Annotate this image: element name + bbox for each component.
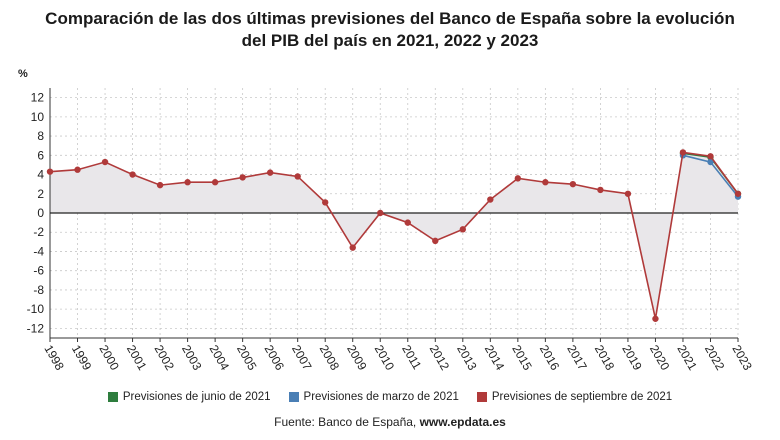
data-point [569, 180, 577, 188]
legend-item-junio[interactable]: Previsiones de junio de 2021 [107, 391, 271, 403]
data-point [679, 149, 687, 156]
y-tick-label: -2 [33, 225, 44, 239]
y-tick-label: -4 [33, 244, 44, 258]
x-tick-label: 2016 [537, 343, 563, 373]
area-layer [50, 152, 738, 319]
x-tick-label: 2011 [399, 343, 424, 373]
data-point [46, 168, 54, 175]
data-point [624, 190, 632, 197]
data-point [349, 244, 356, 251]
data-point [514, 175, 522, 182]
x-tick-label: 2021 [674, 343, 700, 373]
x-tick-label: 2008 [317, 343, 343, 373]
data-point [707, 153, 714, 160]
x-tick-label: 2007 [289, 343, 315, 373]
data-point [377, 209, 384, 217]
legend-label-junio: Previsiones de junio de 2021 [122, 391, 271, 403]
data-point [322, 199, 329, 206]
data-point [156, 181, 164, 189]
y-tick-label: -12 [27, 321, 45, 335]
data-point [294, 173, 301, 180]
legend: Previsiones de junio de 2021 Previsiones… [0, 391, 780, 403]
legend-item-marzo[interactable]: Previsiones de marzo de 2021 [288, 391, 459, 403]
data-point [734, 190, 742, 197]
axis-layer [49, 88, 739, 342]
source-site: www.epdata.es [419, 415, 506, 429]
data-point [542, 179, 549, 186]
data-point [459, 226, 466, 233]
x-tick-label: 2006 [262, 343, 288, 373]
x-tick-label: 2014 [482, 343, 508, 373]
data-point [184, 179, 191, 186]
data-point [74, 166, 81, 173]
legend-label-septiembre: Previsiones de septiembre de 2021 [491, 391, 673, 403]
y-tick-label: -6 [33, 264, 44, 278]
x-tick-label: 2003 [179, 343, 205, 373]
y-tick-label: 12 [31, 91, 45, 105]
chart-title-line1: Comparación de las dos últimas prevision… [45, 9, 735, 28]
x-tick-label: 2009 [344, 343, 370, 373]
area-fill [50, 152, 738, 319]
data-point [487, 196, 494, 203]
data-point [597, 186, 604, 194]
legend-item-septiembre[interactable]: Previsiones de septiembre de 2021 [476, 391, 673, 403]
x-tick-label: 2017 [564, 343, 590, 373]
x-tick-label: 1999 [69, 343, 95, 373]
x-tick-label: 2005 [234, 343, 260, 373]
data-point [129, 171, 136, 178]
legend-swatch-marzo [288, 392, 299, 402]
y-tick-label: -8 [33, 283, 44, 297]
series-layer [46, 149, 742, 322]
x-tick-label: 1998 [41, 343, 67, 373]
legend-swatch-junio [107, 392, 118, 402]
y-tick-label: -10 [27, 302, 45, 316]
x-tick-label: 2013 [454, 343, 480, 373]
x-tick-label: 2001 [124, 343, 150, 373]
chart-title-line2: del PIB del país en 2021, 2022 y 2023 [241, 31, 539, 50]
y-tick-label: 8 [37, 129, 44, 143]
x-tick-label: 2012 [427, 343, 453, 373]
x-tick-label: 2004 [207, 343, 233, 373]
source-note: Fuente: Banco de España, www.epdata.es [0, 415, 780, 429]
x-tick-label: 2023 [729, 343, 755, 373]
y-unit-label: % [18, 68, 28, 80]
x-tick-label: 2002 [151, 343, 177, 373]
data-point [211, 179, 219, 186]
source-prefix: Fuente: Banco de España, [274, 415, 420, 429]
y-tick-label: 6 [37, 148, 44, 162]
data-point [404, 219, 411, 226]
x-tick-label: 2020 [647, 343, 673, 373]
x-tick-label: 2018 [592, 343, 618, 373]
data-point [432, 237, 439, 245]
data-point [239, 174, 246, 181]
x-tick-label: 2010 [372, 343, 398, 373]
y-tick-label: 10 [31, 110, 45, 124]
x-tick-label: 2015 [509, 343, 535, 373]
series-line [49, 151, 739, 319]
data-point [707, 158, 714, 166]
data-point [652, 315, 659, 322]
legend-swatch-septiembre [476, 392, 487, 402]
chart-title: Comparación de las dos últimas prevision… [0, 8, 780, 52]
x-tick-label: 2022 [702, 343, 728, 373]
data-point [101, 158, 109, 166]
y-tick-label: 0 [37, 206, 44, 220]
data-point [266, 169, 274, 176]
legend-label-marzo: Previsiones de marzo de 2021 [303, 391, 459, 403]
x-tick-label: 2019 [619, 343, 645, 373]
y-tick-label: 2 [37, 187, 44, 201]
x-tick-label: 2000 [96, 343, 122, 373]
y-tick-label: 4 [37, 168, 44, 182]
